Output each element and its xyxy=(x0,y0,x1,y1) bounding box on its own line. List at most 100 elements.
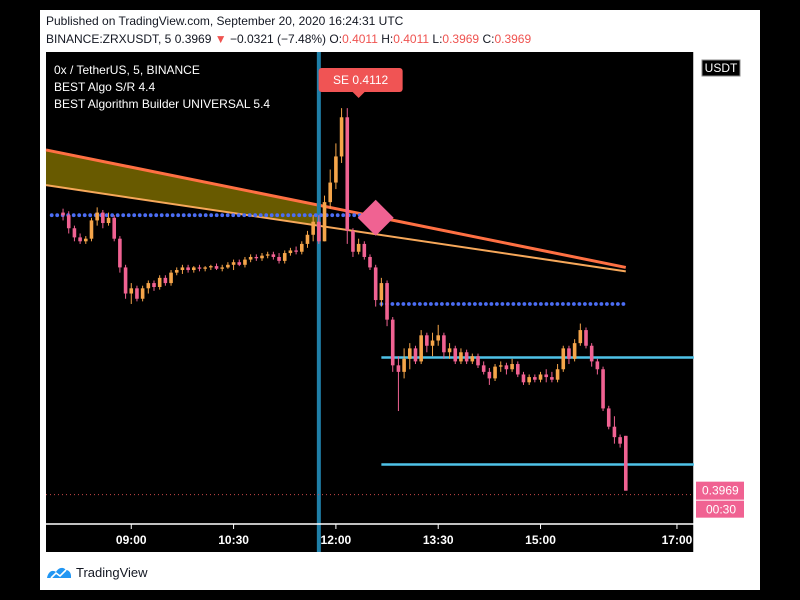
sr-dot xyxy=(280,213,285,218)
price-tick-label: 0.4250 xyxy=(702,117,739,131)
sr-dot xyxy=(132,213,137,218)
sr-dot xyxy=(330,213,335,218)
trend-band xyxy=(46,149,319,226)
candle-body xyxy=(567,348,571,359)
candle-body xyxy=(601,369,605,409)
candle-body xyxy=(470,356,475,362)
sr-dot xyxy=(297,213,302,218)
candle-body xyxy=(595,361,600,370)
sr-dot xyxy=(495,302,499,306)
candle-body xyxy=(476,356,480,366)
candle-body xyxy=(180,267,185,271)
candle-body xyxy=(243,259,247,265)
sr-dot xyxy=(242,213,247,218)
candle-body xyxy=(561,348,566,370)
sr-dot xyxy=(165,213,170,218)
sr-dot xyxy=(473,302,477,306)
sr-dot xyxy=(247,213,252,218)
sr-dot xyxy=(198,213,203,218)
sr-dot xyxy=(500,302,505,306)
candle-body xyxy=(66,215,71,229)
low-value: 0.3969 xyxy=(442,32,480,46)
close-value: 0.3969 xyxy=(494,32,532,46)
sr-dot xyxy=(269,213,274,218)
time-tick-label: 12:00 xyxy=(321,533,352,547)
candle-body xyxy=(396,365,401,372)
sr-dot xyxy=(341,213,346,218)
sr-dot xyxy=(258,213,263,218)
price-tick-label: 0.4200 xyxy=(702,182,739,196)
sr-dot xyxy=(566,302,571,306)
candle-body xyxy=(464,352,469,362)
sr-dot xyxy=(319,213,324,218)
trend-layer xyxy=(45,148,627,273)
sr-dot xyxy=(577,302,582,306)
chart-svg: SE 0.4112 0.4000 0.4050 0.4100 0.4150 0.4200… xyxy=(45,52,744,552)
signal-layer: SE 0.4112 xyxy=(318,68,403,236)
sr-dot xyxy=(522,302,527,306)
tradingview-logo[interactable]: TradingView xyxy=(46,564,148,580)
candle-body xyxy=(254,256,259,259)
candle-body xyxy=(72,228,77,238)
currency-label: USDT xyxy=(705,61,738,75)
sr-dot xyxy=(572,302,576,306)
signal-diamond xyxy=(357,199,394,236)
candle-body xyxy=(294,250,298,252)
candle-body xyxy=(328,182,333,203)
candle-body xyxy=(345,117,350,231)
candle-body xyxy=(589,345,594,362)
price-tick-label: 0.4000 xyxy=(702,443,739,457)
sr-dot xyxy=(214,213,219,218)
last-price-badge xyxy=(696,481,744,500)
sr-dot xyxy=(71,213,76,218)
candle-body xyxy=(299,243,304,252)
price-tick-label: 0.4050 xyxy=(702,378,739,392)
sr-dot xyxy=(302,213,307,218)
sr-dot xyxy=(275,213,280,218)
sr-dot xyxy=(610,302,615,306)
candle-body xyxy=(510,364,514,370)
time-tick-label: 17:00 xyxy=(662,533,693,547)
sr-dot xyxy=(423,302,428,306)
time-tick-label: 09:00 xyxy=(116,533,147,547)
sr-dot xyxy=(489,302,494,306)
sr-dot xyxy=(429,302,433,306)
chart-frame: Published on TradingView.com, September … xyxy=(40,10,760,590)
sr-dot xyxy=(154,213,159,218)
sr-dot xyxy=(434,302,439,306)
candle-body xyxy=(317,221,321,242)
candle-body xyxy=(550,377,554,380)
candle-body xyxy=(544,374,549,378)
sr-dot xyxy=(478,302,483,306)
candle-body xyxy=(419,335,423,362)
candle-body xyxy=(533,377,537,380)
last-price-value: 0.3969 xyxy=(174,32,212,46)
candle-body xyxy=(203,267,207,269)
sr-dot xyxy=(599,302,604,306)
candle-body xyxy=(606,408,611,427)
sr-dot xyxy=(588,302,593,306)
candle-body xyxy=(453,348,458,362)
candle-body xyxy=(413,348,418,362)
candle-body xyxy=(101,212,105,224)
candle-body xyxy=(385,283,389,320)
ohlc-line: BINANCE:ZRXUSDT, 5 0.3969 ▼ −0.0321 (−7.… xyxy=(46,32,531,46)
chart-background xyxy=(46,52,694,552)
sr-dot xyxy=(467,302,472,306)
sr-dot xyxy=(396,302,400,306)
tradingview-logo-icon xyxy=(47,567,71,579)
price-tick-label: 0.4100 xyxy=(702,313,739,327)
candle-body xyxy=(487,371,492,379)
sr-dot xyxy=(49,213,54,218)
trend-line-upper xyxy=(45,148,627,269)
open-value: 0.4011 xyxy=(342,32,378,46)
sr-dot xyxy=(528,302,532,306)
sr-dot xyxy=(148,213,153,218)
candle-body xyxy=(191,267,196,271)
candle-body xyxy=(521,374,526,383)
tradingview-brand: TradingView xyxy=(76,564,148,580)
trend-line-lower xyxy=(45,184,626,273)
candle-body xyxy=(260,255,264,259)
candle-body xyxy=(271,254,276,257)
sr-dot xyxy=(110,213,115,218)
